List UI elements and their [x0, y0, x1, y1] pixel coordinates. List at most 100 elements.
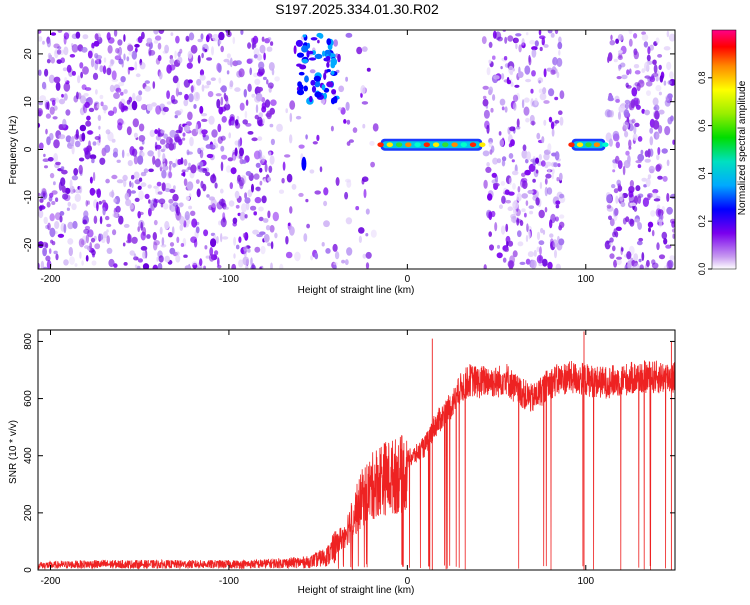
colorbar: 0.0 0.2 0.4 0.6 0.8 Normalized spectral ampl…: [697, 29, 748, 275]
spectrogram-noise-blob: [223, 206, 229, 210]
spectrogram-noise-blob: [270, 138, 275, 146]
spectrogram-noise-blob: [664, 125, 671, 136]
spectrogram-noise-blob: [174, 110, 182, 116]
spectrogram-noise-blob: [45, 128, 48, 135]
spectrogram-noise-blob: [51, 99, 56, 106]
spectrogram-noise-blob: [267, 210, 271, 219]
spectrogram-noise-blob: [209, 253, 215, 262]
spectrogram-noise-blob: [508, 65, 514, 75]
spectrogram-noise-blob: [223, 103, 231, 111]
spectrogram-noise-blob: [229, 182, 233, 190]
spectrogram-noise-blob: [168, 171, 173, 179]
snr-y-label: SNR (10 * v/v): [8, 420, 19, 484]
spectrogram-noise-blob: [65, 109, 71, 116]
snr-line: [38, 360, 675, 570]
snr-y-tick-label: 400: [23, 447, 34, 464]
spectrogram-noise-blob: [515, 43, 518, 50]
spectrogram-noise-blob: [658, 254, 666, 260]
spectrogram-noise-blob: [363, 188, 367, 199]
spectrogram-noise-blob: [106, 235, 110, 245]
spectrogram-noise-blob: [240, 30, 244, 35]
spectrogram-noise-blob: [38, 101, 43, 106]
spectrogram-cluster-blob: [325, 55, 331, 61]
spectrogram-noise-blob: [156, 256, 159, 262]
spectrogram-noise-blob: [127, 160, 133, 167]
spectrogram-noise-blob: [615, 141, 620, 149]
spectrogram-noise-blob: [366, 67, 371, 72]
spectrogram-noise-blob: [38, 69, 42, 76]
spectrogram-noise-blob: [152, 264, 159, 269]
spectrogram-noise-blob: [549, 233, 554, 238]
spectrogram-noise-blob: [227, 61, 232, 66]
spectrogram-noise-blob: [107, 45, 113, 54]
spectrogram-noise-blob: [140, 246, 148, 251]
spectrogram-noise-blob: [668, 33, 675, 42]
spectrogram-noise-blob: [663, 80, 667, 86]
spectrogram-noise-blob: [516, 118, 520, 128]
spectrogram-noise-blob: [647, 221, 654, 228]
spectrogram-noise-blob: [58, 134, 66, 140]
spectrogram-noise-blob: [41, 81, 47, 90]
spectrogram-noise-blob: [82, 66, 89, 75]
spectrogram-noise-blob: [163, 203, 169, 210]
spectrogram-noise-blob: [281, 177, 285, 184]
spectrogram-noise-blob: [123, 34, 126, 42]
spectrogram-noise-blob: [67, 201, 72, 207]
spectrogram-noise-blob: [289, 100, 296, 110]
spectrogram-noise-blob: [488, 231, 493, 237]
spectrogram-noise-blob: [134, 43, 140, 48]
spectrogram-noise-blob: [129, 146, 135, 156]
spectrogram-noise-blob: [160, 129, 165, 134]
spectrogram-noise-blob: [272, 211, 279, 222]
spectrogram-noise-blob: [195, 123, 199, 133]
spectrogram-noise-blob: [534, 40, 539, 47]
spectrogram-noise-blob: [667, 80, 672, 85]
spectrogram-noise-blob: [652, 120, 660, 130]
spectrogram-noise-blob: [162, 106, 169, 112]
spectrogram-noise-blob: [159, 138, 166, 145]
spectrogram-noise-blob: [93, 40, 100, 47]
spectrogram-noise-blob: [525, 258, 531, 265]
spectrogram-noise-blob: [147, 150, 154, 157]
spectrogram-noise-blob: [103, 231, 108, 239]
spectrogram-noise-blob: [179, 215, 185, 225]
spectrogram-noise-blob: [534, 97, 538, 106]
spectrogram-noise-blob: [218, 220, 222, 226]
spectrogram-noise-blob: [310, 255, 314, 261]
spectrogram-noise-blob: [531, 70, 536, 77]
spectrogram-noise-blob: [279, 263, 284, 269]
spectrogram-noise-blob: [305, 198, 309, 203]
spectrogram-noise-blob: [45, 113, 52, 119]
spectrogram-noise-blob: [134, 197, 140, 202]
spectrogram-noise-blob: [216, 236, 219, 244]
spectrogram-noise-blob: [543, 100, 550, 104]
spectrogram-noise-blob: [131, 236, 138, 244]
spectrogram-noise-blob: [38, 192, 41, 197]
spectrogram-noise-blob: [174, 114, 178, 119]
spectrogram-noise-blob: [267, 177, 272, 182]
spectrogram-noise-blob: [63, 82, 71, 92]
spectrogram-noise-blob: [203, 229, 209, 237]
spectrogram-noise-blob: [199, 258, 203, 267]
spectrogram-noise-blob: [538, 88, 544, 94]
spectrogram-noise-blob: [616, 179, 621, 186]
spectrogram-noise-blob: [276, 123, 283, 132]
spectrogram-noise-blob: [106, 247, 113, 254]
spectrogram-noise-blob: [234, 190, 240, 199]
spectrogram-noise-blob: [122, 242, 126, 247]
spectrogram-noise-blob: [261, 195, 267, 204]
spectrogram-noise-blob: [507, 35, 514, 42]
spectrogram-noise-blob: [39, 205, 43, 212]
spectrogram-noise-blob: [616, 259, 622, 265]
spectrogram-noise-blob: [542, 229, 546, 235]
spectrogram-noise-blob: [200, 180, 204, 189]
spectrogram-noise-blob: [527, 189, 534, 195]
spectrogram-noise-blob: [609, 218, 615, 227]
spectrogram-noise-blob: [508, 177, 512, 186]
spectrogram-noise-blob: [133, 155, 138, 165]
spectrogram-noise-blob: [614, 95, 620, 103]
spectrogram-noise-blob: [61, 185, 66, 193]
spectrogram-noise-blob: [154, 35, 162, 41]
spectrogram-noise-blob: [632, 133, 638, 141]
